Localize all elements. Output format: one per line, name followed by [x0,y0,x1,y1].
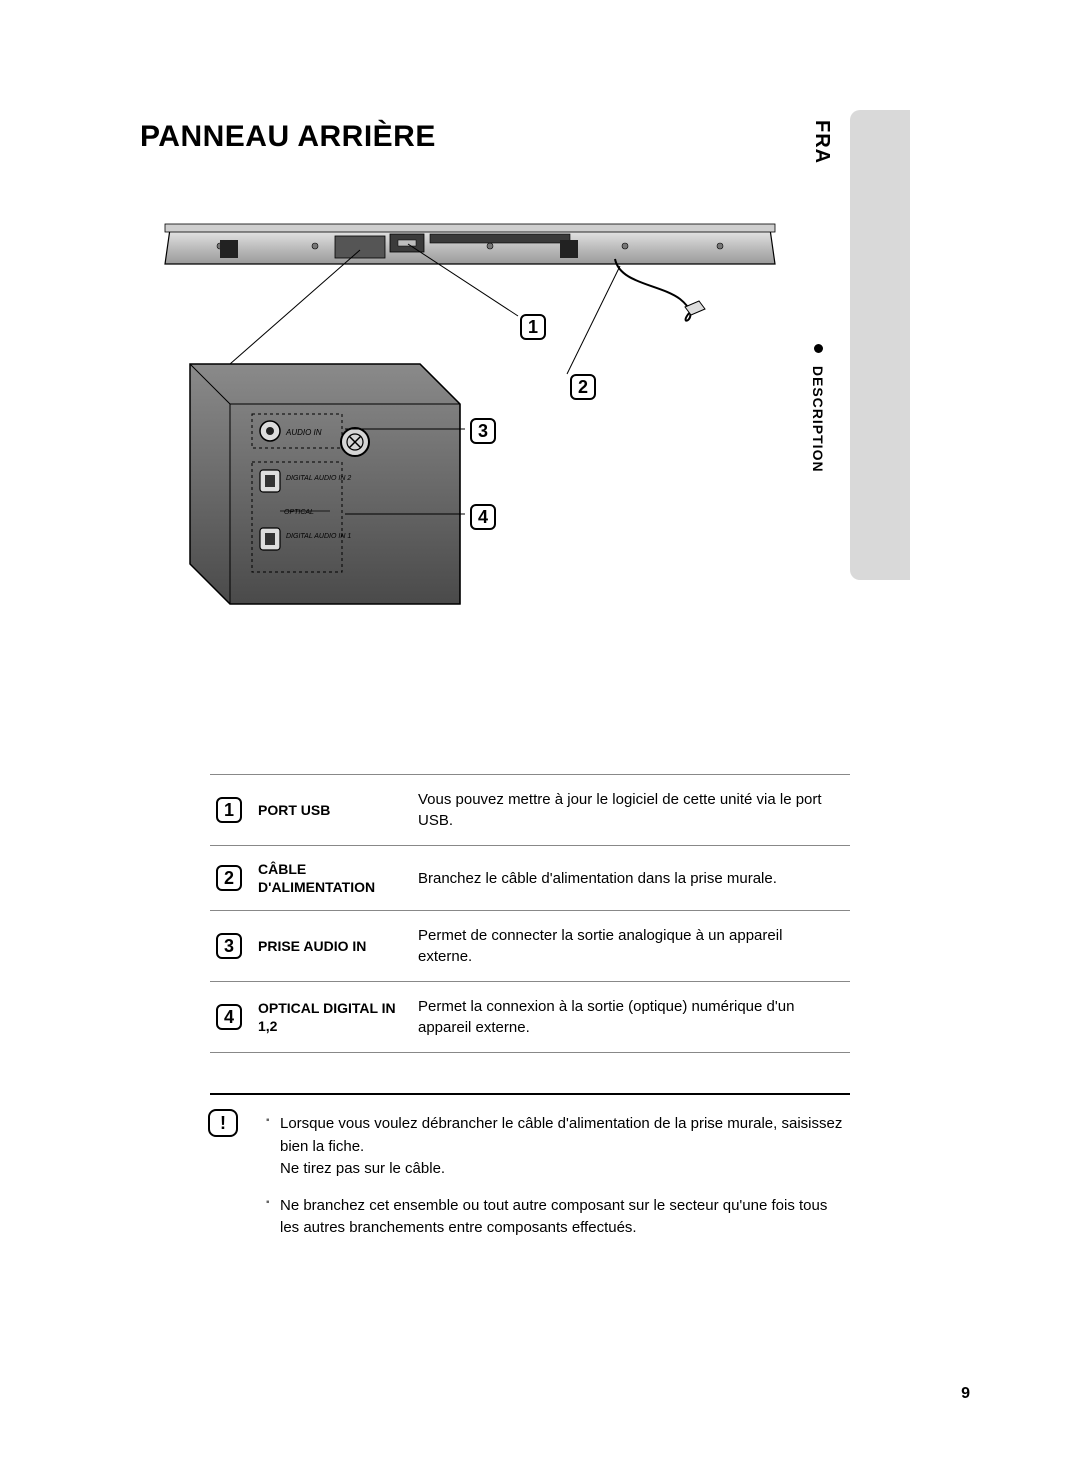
callout-4: 4 [470,504,496,530]
row-number: 3 [216,933,242,959]
ports-table: 1 PORT USBVous pouvez mettre à jour le lo… [210,774,850,1053]
power-cord [615,259,705,321]
detail-panel: AUDIO IN DIGITAL AUDIO IN 2 OPTICAL DIGI… [190,364,465,604]
row-label: OPTICAL DIGITAL IN 1,2 [252,982,412,1053]
ports-table-body: 1 PORT USBVous pouvez mettre à jour le lo… [210,775,850,1053]
list-item: Lorsque vous voulez débrancher le câble … [266,1113,850,1181]
label-digital-1: DIGITAL AUDIO IN 1 [286,533,351,540]
row-description: Vous pouvez mettre à jour le logiciel de… [412,775,850,846]
callout-3: 3 [470,418,496,444]
table-row: 1 PORT USBVous pouvez mettre à jour le lo… [210,775,850,846]
list-item: Ne branchez cet ensemble ou tout autre c… [266,1195,850,1240]
row-number: 4 [216,1004,242,1030]
label-audio-in: AUDIO IN [285,428,322,437]
callout-2: 2 [570,374,596,400]
section-text: DESCRIPTION [810,366,826,473]
row-number: 2 [216,865,242,891]
row-label: CÂBLE D'ALIMENTATION [252,846,412,911]
row-description: Permet de connecter la sortie analogique… [412,911,850,982]
bullet-icon [814,344,823,353]
table-row: 4 OPTICAL DIGITAL IN 1,2Permet la connexi… [210,982,850,1053]
side-tab: FRA DESCRIPTION [810,120,900,473]
caution-notes: ! Lorsque vous voulez débrancher le câbl… [210,1093,850,1240]
caution-icon: ! [208,1109,238,1137]
rear-panel-illustration: AUDIO IN DIGITAL AUDIO IN 2 OPTICAL DIGI… [160,204,780,624]
rear-panel-figure: AUDIO IN DIGITAL AUDIO IN 2 OPTICAL DIGI… [160,204,780,624]
section-label: DESCRIPTION [810,344,826,473]
language-code: FRA [810,120,833,164]
notes-list: Lorsque vous voulez débrancher le câble … [266,1113,850,1240]
table-row: 3 PRISE AUDIO INPermet de connecter la so… [210,911,850,982]
label-digital-2: DIGITAL AUDIO IN 2 [286,475,351,482]
table-row: 2 CÂBLE D'ALIMENTATIONBranchez le câble d… [210,846,850,911]
callout-1: 1 [520,314,546,340]
row-label: PRISE AUDIO IN [252,911,412,982]
row-description: Branchez le câble d'alimentation dans la… [412,846,850,911]
row-description: Permet la connexion à la sortie (optique… [412,982,850,1053]
row-number: 1 [216,797,242,823]
label-optical: OPTICAL [284,509,314,516]
soundbar-body [165,224,775,264]
row-label: PORT USB [252,775,412,846]
page: FRA DESCRIPTION PANNEAU ARRIÈRE [0,0,1080,1473]
page-number: 9 [961,1385,970,1403]
